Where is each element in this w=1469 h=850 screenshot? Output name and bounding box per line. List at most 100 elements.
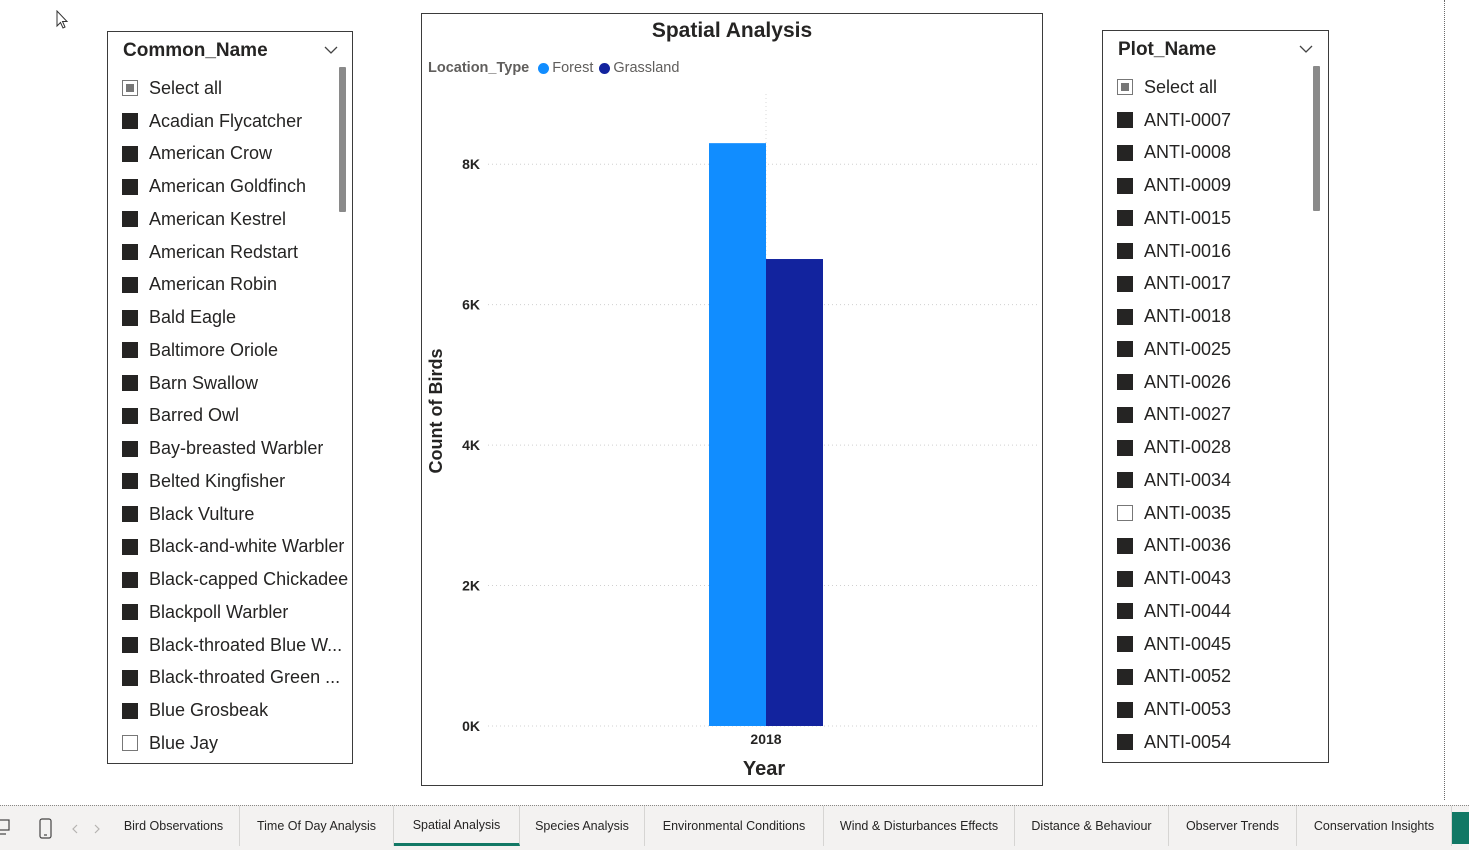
checkbox[interactable]	[122, 735, 138, 752]
checkbox[interactable]	[122, 145, 138, 162]
chevron-down-icon[interactable]	[1298, 41, 1314, 57]
checkbox[interactable]	[1117, 701, 1133, 718]
checkbox[interactable]	[122, 571, 138, 588]
checkbox[interactable]	[122, 342, 138, 359]
checkbox[interactable]	[1117, 144, 1133, 161]
checkbox[interactable]	[1117, 472, 1133, 489]
checkbox[interactable]	[122, 440, 138, 457]
checkbox[interactable]	[122, 407, 138, 424]
mobile-icon[interactable]	[38, 818, 54, 840]
checkbox[interactable]	[1117, 570, 1133, 587]
slicer-item[interactable]: ANTI-0034	[1117, 464, 1328, 497]
tab-distance-behaviour[interactable]: Distance & Behaviour	[1015, 806, 1169, 846]
checkbox[interactable]	[1117, 308, 1133, 325]
slicer-item[interactable]: American Crow	[122, 138, 352, 171]
tab-species-analysis[interactable]: Species Analysis	[520, 806, 645, 846]
slicer-item[interactable]: ANTI-0009	[1117, 169, 1328, 202]
checkbox[interactable]	[1117, 734, 1133, 751]
checkbox[interactable]	[1117, 243, 1133, 260]
checkbox[interactable]	[1117, 210, 1133, 227]
checkbox[interactable]	[122, 604, 138, 621]
scrollbar[interactable]	[1313, 66, 1320, 211]
slicer-item[interactable]: ANTI-0018	[1117, 300, 1328, 333]
checkbox[interactable]	[122, 702, 138, 719]
tab-environmental-conditions[interactable]: Environmental Conditions	[645, 806, 824, 846]
slicer-item[interactable]: ANTI-0035	[1117, 497, 1328, 530]
slicer-item[interactable]: Black-throated Blue W...	[122, 629, 352, 662]
slicer-item[interactable]: ANTI-0053	[1117, 693, 1328, 726]
checkbox[interactable]	[1117, 79, 1133, 96]
slicer-item[interactable]: Bay-breasted Warbler	[122, 432, 352, 465]
checkbox[interactable]	[122, 637, 138, 654]
scrollbar[interactable]	[339, 67, 346, 212]
tab-conservation-insights[interactable]: Conservation Insights	[1297, 806, 1452, 846]
slicer-item[interactable]: Barred Owl	[122, 400, 352, 433]
slicer-item[interactable]: Blue Grosbeak	[122, 694, 352, 727]
tab-wind-disturbances-effects[interactable]: Wind & Disturbances Effects	[824, 806, 1015, 846]
add-page-button[interactable]	[1452, 812, 1469, 844]
slicer-item[interactable]: Blue Jay	[122, 727, 352, 760]
checkbox[interactable]	[1117, 505, 1133, 522]
slicer-item[interactable]: ANTI-0017	[1117, 268, 1328, 301]
checkbox[interactable]	[1117, 406, 1133, 423]
checkbox[interactable]	[1117, 668, 1133, 685]
slicer-item[interactable]: Black-capped Chickadee	[122, 563, 352, 596]
checkbox[interactable]	[122, 375, 138, 392]
slicer-item[interactable]: Select all	[122, 72, 352, 105]
slicer-item[interactable]: ANTI-0016	[1117, 235, 1328, 268]
desktop-icon[interactable]	[0, 818, 12, 836]
checkbox[interactable]	[122, 244, 138, 261]
checkbox[interactable]	[122, 473, 138, 490]
slicer-item[interactable]: ANTI-0044	[1117, 595, 1328, 628]
checkbox[interactable]	[122, 538, 138, 555]
slicer-item[interactable]: Black-throated Green ...	[122, 662, 352, 695]
slicer-item[interactable]: American Robin	[122, 269, 352, 302]
checkbox[interactable]	[122, 506, 138, 523]
slicer-item[interactable]: ANTI-0027	[1117, 399, 1328, 432]
checkbox[interactable]	[1117, 439, 1133, 456]
slicer-item[interactable]: Belted Kingfisher	[122, 465, 352, 498]
checkbox[interactable]	[1117, 112, 1133, 129]
slicer-item[interactable]: ANTI-0026	[1117, 366, 1328, 399]
checkbox[interactable]	[1117, 341, 1133, 358]
slicer-item[interactable]: Black-and-white Warbler	[122, 531, 352, 564]
checkbox[interactable]	[1117, 177, 1133, 194]
tab-bird-observations[interactable]: Bird Observations	[108, 806, 240, 846]
slicer-item[interactable]: Blackpoll Warbler	[122, 596, 352, 629]
slicer-item[interactable]: ANTI-0025	[1117, 333, 1328, 366]
legend-item-forest[interactable]: Forest	[538, 60, 593, 76]
slicer-item[interactable]: ANTI-0015	[1117, 202, 1328, 235]
slicer-item[interactable]: ANTI-0052	[1117, 661, 1328, 694]
checkbox[interactable]	[122, 113, 138, 130]
slicer-item[interactable]: Select all	[1117, 71, 1328, 104]
checkbox[interactable]	[1117, 537, 1133, 554]
chevron-right-icon[interactable]	[92, 824, 102, 834]
checkbox[interactable]	[1117, 374, 1133, 391]
slicer-item[interactable]: ANTI-0045	[1117, 628, 1328, 661]
slicer-item[interactable]: ANTI-0007	[1117, 104, 1328, 137]
slicer-item[interactable]: Acadian Flycatcher	[122, 105, 352, 138]
legend-item-grassland[interactable]: Grassland	[599, 60, 679, 76]
checkbox[interactable]	[122, 669, 138, 686]
checkbox[interactable]	[1117, 636, 1133, 653]
slicer-item[interactable]: ANTI-0054	[1117, 726, 1328, 759]
slicer-item[interactable]: American Goldfinch	[122, 170, 352, 203]
tab-observer-trends[interactable]: Observer Trends	[1169, 806, 1297, 846]
tab-spatial-analysis[interactable]: Spatial Analysis	[394, 806, 520, 846]
slicer-item[interactable]: Black Vulture	[122, 498, 352, 531]
checkbox[interactable]	[1117, 603, 1133, 620]
slicer-item[interactable]: American Kestrel	[122, 203, 352, 236]
tab-time-of-day-analysis[interactable]: Time Of Day Analysis	[240, 806, 394, 846]
slicer-item[interactable]: Baltimore Oriole	[122, 334, 352, 367]
checkbox[interactable]	[1117, 275, 1133, 292]
checkbox[interactable]	[122, 178, 138, 195]
slicer-item[interactable]: ANTI-0043	[1117, 562, 1328, 595]
chevron-left-icon[interactable]	[70, 824, 80, 834]
slicer-item[interactable]: ANTI-0028	[1117, 431, 1328, 464]
slicer-item[interactable]: American Redstart	[122, 236, 352, 269]
slicer-item[interactable]: Bald Eagle	[122, 301, 352, 334]
checkbox[interactable]	[122, 276, 138, 293]
slicer-item[interactable]: Barn Swallow	[122, 367, 352, 400]
slicer-item[interactable]: ANTI-0036	[1117, 530, 1328, 563]
checkbox[interactable]	[122, 309, 138, 326]
